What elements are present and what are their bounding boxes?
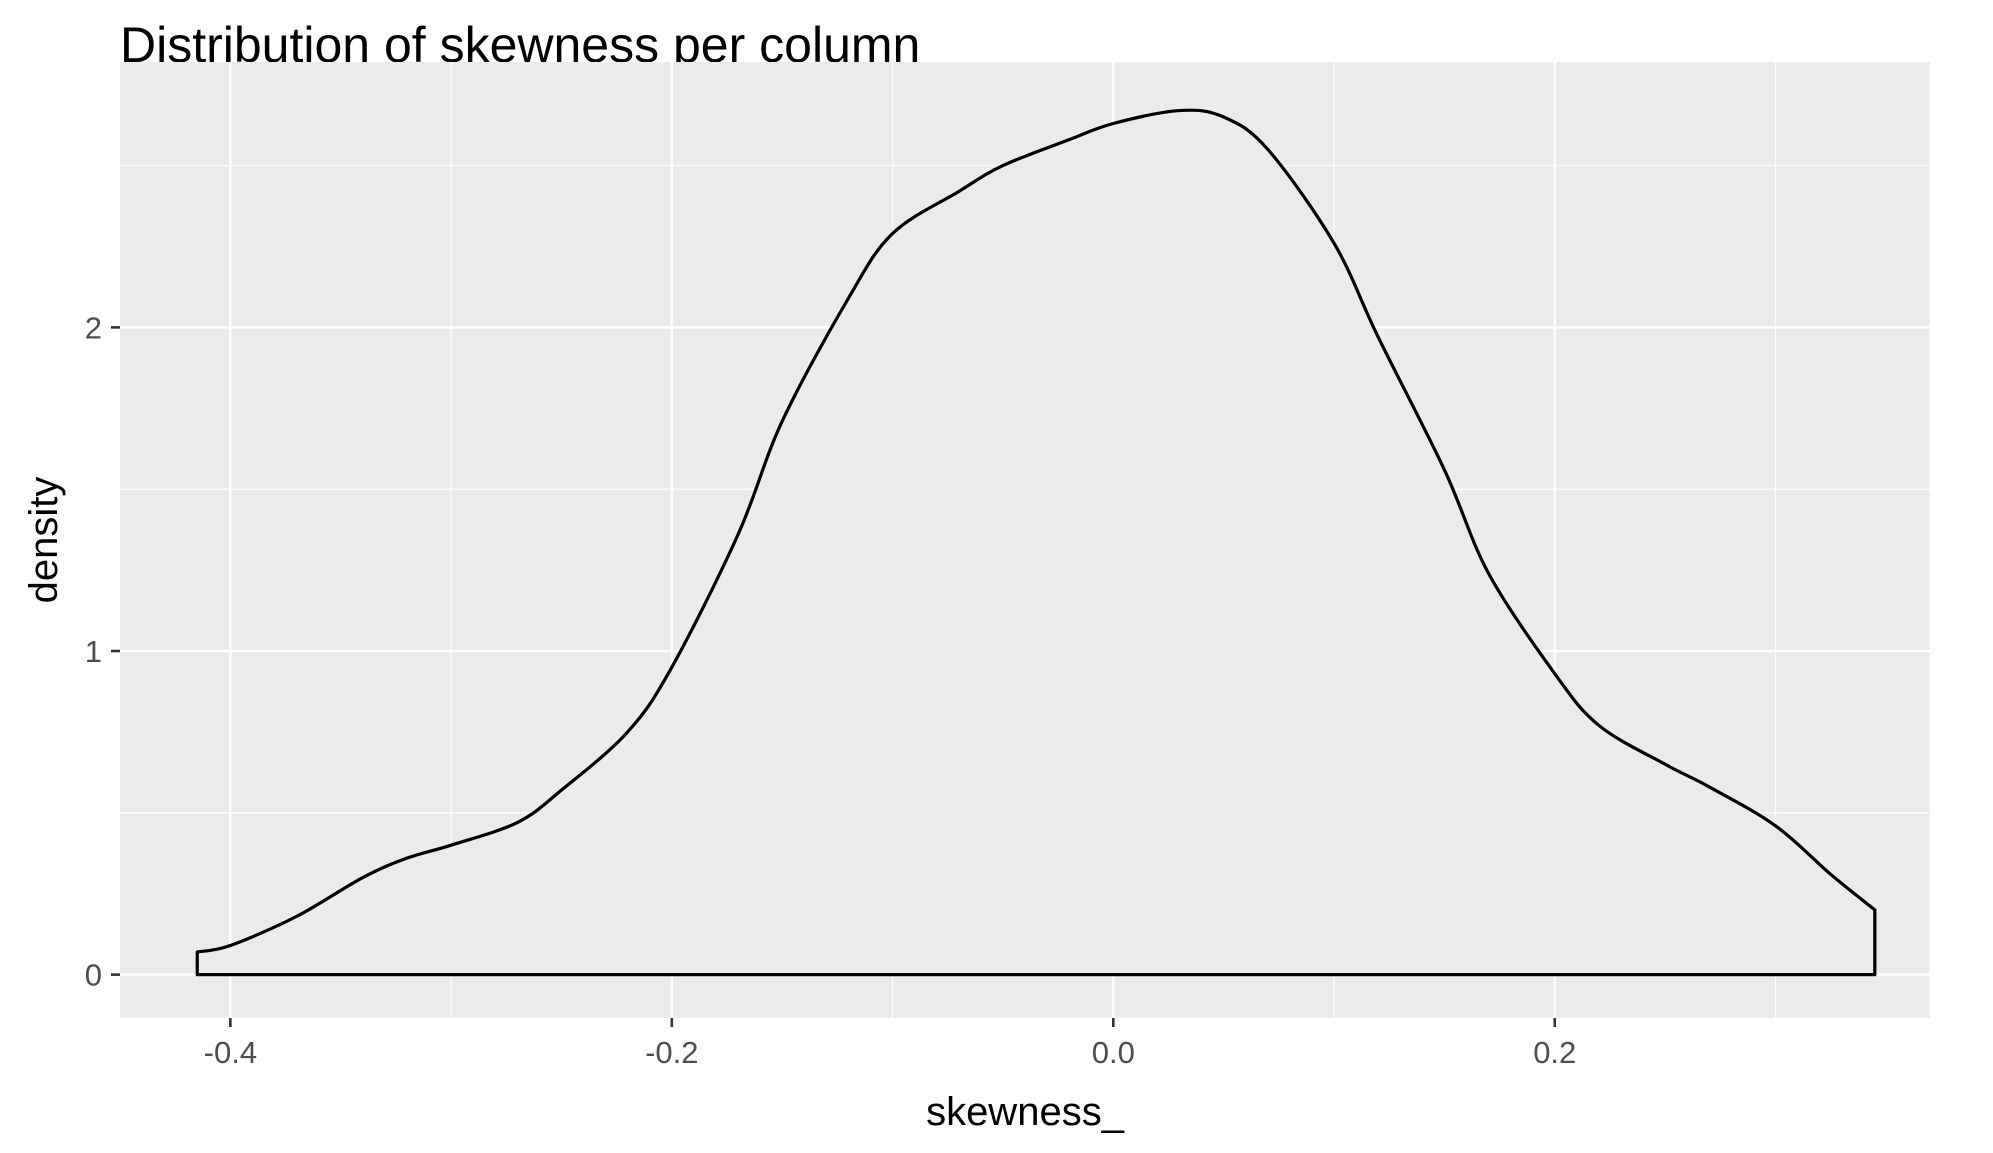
x-axis-ticks: -0.4 -0.2 0.0 0.2 [204, 1018, 1576, 1070]
density-curve [195, 108, 1877, 977]
y-tick-label: 0 [85, 958, 102, 993]
x-tick-label: -0.2 [645, 1035, 698, 1070]
x-tick-label: -0.4 [204, 1035, 257, 1070]
y-axis-title: density [22, 477, 66, 604]
x-axis-title: skewness_ [926, 1090, 1125, 1134]
density-series [195, 108, 1877, 977]
x-tick-label: 0.0 [1092, 1035, 1135, 1070]
y-axis-ticks: 0 1 2 [85, 310, 120, 993]
x-tick-label: 0.2 [1533, 1035, 1576, 1070]
y-tick-label: 2 [85, 310, 102, 345]
y-tick-label: 1 [85, 634, 102, 669]
